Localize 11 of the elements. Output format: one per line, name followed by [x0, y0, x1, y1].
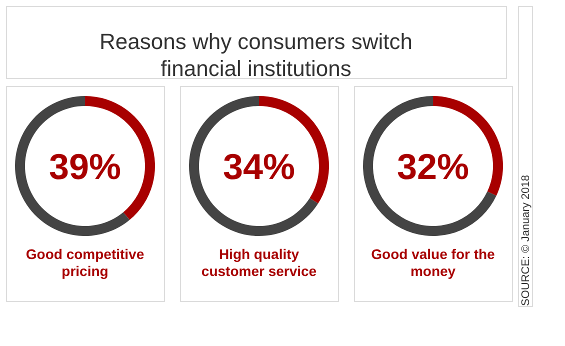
text: 39%: [48, 146, 122, 187]
donut-slice: [189, 96, 318, 236]
text: 34%: [222, 146, 296, 187]
text: High quality customer service: [201, 246, 317, 279]
text: Reasons why consumers switch financial institutions: [99, 29, 413, 81]
donut-slice: [15, 96, 130, 236]
text: Good value for the money: [371, 246, 496, 279]
source-note: SOURCE: © January 2018: [520, 175, 532, 306]
text: 32%: [396, 146, 470, 187]
text: Good competitive pricing: [26, 246, 144, 279]
donut-slice: [363, 96, 496, 236]
